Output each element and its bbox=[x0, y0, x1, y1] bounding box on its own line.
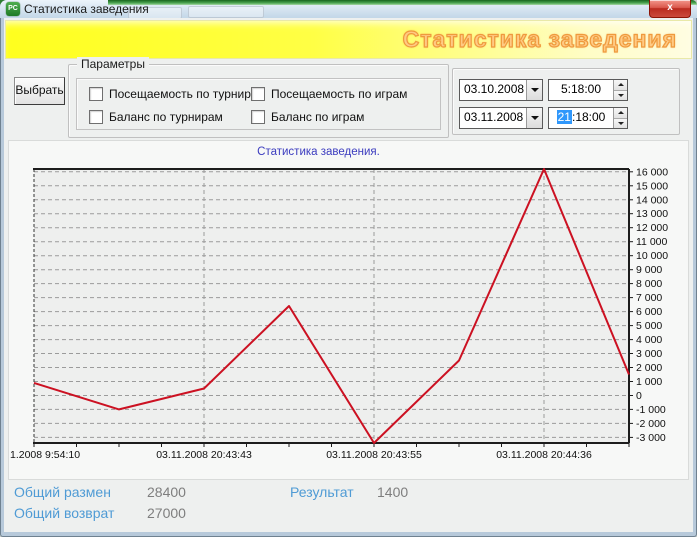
svg-text:03.11.2008 20:43:43: 03.11.2008 20:43:43 bbox=[156, 449, 252, 461]
checkbox-label: Посещаемость по играм bbox=[271, 87, 408, 101]
svg-text:3 000: 3 000 bbox=[636, 348, 662, 360]
result-label: Результат bbox=[290, 484, 354, 500]
time-from-spinner bbox=[613, 80, 627, 100]
svg-text:15 000: 15 000 bbox=[636, 180, 668, 192]
checkbox-label: Посещаемость по турнирам bbox=[109, 87, 266, 101]
date-to-value: 03.11.2008 bbox=[464, 110, 524, 124]
date-from-value: 03.10.2008 bbox=[464, 82, 525, 96]
total-return-label: Общий возврат bbox=[14, 505, 115, 521]
checkbox-attendance-games[interactable]: Посещаемость по играм bbox=[251, 87, 407, 101]
checkbox-balance-games[interactable]: Баланс по играм bbox=[251, 110, 364, 124]
chevron-down-icon[interactable] bbox=[526, 108, 542, 128]
svg-text:12 000: 12 000 bbox=[636, 222, 668, 234]
chevron-down-icon[interactable] bbox=[526, 80, 542, 100]
checkbox-balance-tournaments[interactable]: Баланс по турнирам bbox=[89, 110, 223, 124]
svg-text:11 000: 11 000 bbox=[636, 236, 667, 248]
parameters-groupbox: Параметры Посещаемость по турнирам Посещ… bbox=[68, 57, 449, 138]
svg-text:1 000: 1 000 bbox=[636, 376, 662, 388]
spin-up-icon[interactable] bbox=[614, 80, 627, 91]
spin-up-icon[interactable] bbox=[614, 108, 627, 119]
checkbox-label: Баланс по играм bbox=[271, 110, 365, 124]
checkbox-box[interactable] bbox=[251, 87, 265, 101]
client-area: Статистика заведения Выбрать Параметры П… bbox=[4, 18, 693, 532]
svg-text:9 000: 9 000 bbox=[636, 264, 662, 276]
time-to-selected-segment: 21 bbox=[556, 110, 572, 124]
time-to-field[interactable]: 21:18:00 bbox=[548, 107, 628, 129]
parameters-inner-box: Посещаемость по турнирам Посещаемость по… bbox=[76, 78, 441, 130]
svg-text:-1 000: -1 000 bbox=[636, 404, 666, 416]
svg-text:6 000: 6 000 bbox=[636, 306, 662, 318]
time-to-spinner bbox=[613, 108, 627, 128]
background-window-edge bbox=[108, 0, 697, 5]
svg-text:10 000: 10 000 bbox=[636, 250, 668, 262]
close-button[interactable]: x bbox=[649, 0, 691, 18]
chart-title: Статистика заведения. bbox=[257, 146, 380, 158]
time-from-value: 5:18:00 bbox=[560, 82, 602, 96]
header-banner-title: Статистика заведения bbox=[402, 25, 677, 52]
svg-text:16 000: 16 000 bbox=[636, 166, 668, 178]
checkbox-label: Баланс по турнирам bbox=[109, 110, 223, 124]
svg-text:4 000: 4 000 bbox=[636, 334, 662, 346]
date-to-combo[interactable]: 03.11.2008 bbox=[459, 107, 543, 129]
line-chart: -3 000 -2 000 -1 000 0 1 000 2 000 3 000 4 000 5… bbox=[10, 166, 668, 461]
svg-text:-2 000: -2 000 bbox=[636, 418, 666, 430]
time-to-value: 21:18:00 bbox=[549, 108, 613, 128]
svg-text:7 000: 7 000 bbox=[636, 292, 662, 304]
spin-down-icon[interactable] bbox=[614, 90, 627, 100]
select-button[interactable]: Выбрать bbox=[14, 77, 65, 105]
checkbox-box[interactable] bbox=[89, 87, 103, 101]
svg-text:03.11.2008 20:44:36: 03.11.2008 20:44:36 bbox=[496, 449, 592, 461]
svg-text:13 000: 13 000 bbox=[636, 208, 668, 220]
svg-text:1.2008 9:54:10: 1.2008 9:54:10 bbox=[10, 449, 80, 461]
total-exchange-value: 28400 bbox=[147, 484, 186, 500]
spin-down-icon[interactable] bbox=[614, 118, 627, 128]
svg-text:-3 000: -3 000 bbox=[636, 432, 666, 444]
svg-text:2 000: 2 000 bbox=[636, 362, 662, 374]
svg-text:8 000: 8 000 bbox=[636, 278, 662, 290]
checkbox-box[interactable] bbox=[89, 110, 103, 124]
app-icon: PC bbox=[6, 2, 20, 16]
svg-text:0: 0 bbox=[636, 390, 642, 402]
checkbox-box[interactable] bbox=[251, 110, 265, 124]
svg-text:03.11.2008 20:43:55: 03.11.2008 20:43:55 bbox=[326, 449, 422, 461]
time-to-rest: :18:00 bbox=[571, 110, 606, 124]
header-banner: Статистика заведения bbox=[5, 20, 692, 59]
title-bar[interactable]: PC Статистика заведения x bbox=[0, 0, 697, 19]
date-from-combo[interactable]: 03.10.2008 bbox=[459, 79, 543, 101]
daterange-groupbox: 03.10.2008 5:18:00 03.11.2008 21:18:00 bbox=[452, 68, 680, 135]
chart-panel: Статистика заведения. -3 000 -2 000 -1 000… bbox=[8, 140, 689, 480]
window-title: Статистика заведения bbox=[24, 2, 149, 16]
svg-text:14 000: 14 000 bbox=[636, 194, 668, 206]
checkbox-attendance-tournaments[interactable]: Посещаемость по турнирам bbox=[89, 87, 266, 101]
time-from-field[interactable]: 5:18:00 bbox=[548, 79, 628, 101]
result-value: 1400 bbox=[377, 484, 409, 500]
background-ghost-tab bbox=[188, 6, 264, 18]
parameters-groupbox-title: Параметры bbox=[77, 57, 149, 71]
svg-text:5 000: 5 000 bbox=[636, 320, 662, 332]
total-exchange-label: Общий размен bbox=[14, 484, 111, 500]
total-return-value: 27000 bbox=[147, 505, 186, 521]
